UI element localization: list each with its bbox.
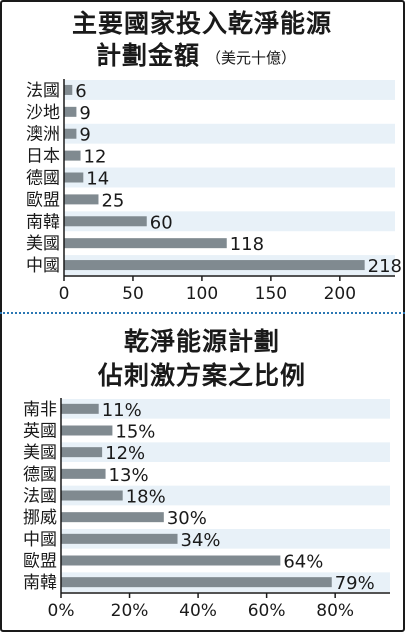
chart2-value-label: 30% xyxy=(167,508,207,529)
chart2-row-stripe xyxy=(61,485,390,506)
chart1-category-label: 南韓 xyxy=(26,212,60,232)
chart2-bar-南非 xyxy=(61,403,99,414)
chart1-category-label: 法國 xyxy=(26,81,60,101)
chart1-category-label: 歐盟 xyxy=(26,190,60,210)
chart2-x-tick-label: 20% xyxy=(111,601,149,621)
chart2-category-label: 中國 xyxy=(23,530,57,550)
chart2-value-label: 12% xyxy=(105,443,145,464)
chart1-value-label: 9 xyxy=(79,125,90,146)
chart1-bar-中國 xyxy=(64,260,365,271)
chart1-row-stripe xyxy=(64,167,395,188)
chart2-bar-美國 xyxy=(61,447,103,458)
chart1-category-label: 德國 xyxy=(26,169,60,189)
chart2-category-label: 南非 xyxy=(23,400,57,420)
chart1-value-label: 60 xyxy=(150,212,173,233)
chart2-title-line1: 乾淨能源計劃 xyxy=(124,327,280,356)
chart2-bar-法國 xyxy=(61,490,123,501)
chart2-value-label: 18% xyxy=(126,487,166,508)
chart2-plot: 南非 11% 英國 15% 美國 12% 德國 13% 法國 18% 挪威 30% 中國 34% 歐盟 64%… xyxy=(23,398,390,621)
chart2-category-label: 法國 xyxy=(23,487,57,507)
chart1-category-label: 美國 xyxy=(26,234,60,254)
chart2-value-label: 64% xyxy=(283,552,323,573)
chart1-category-label: 沙地 xyxy=(26,103,60,123)
chart1-category-label: 澳洲 xyxy=(26,125,60,145)
chart1-unit: （美元十億） xyxy=(206,49,296,67)
chart1-bar-歐盟 xyxy=(64,194,99,205)
chart1-value-label: 14 xyxy=(86,169,109,190)
chart2-bar-挪威 xyxy=(61,512,164,523)
chart2-category-label: 美國 xyxy=(23,443,57,463)
chart2-value-label: 11% xyxy=(102,400,142,421)
chart2-category-label: 歐盟 xyxy=(23,552,57,572)
chart1-row-stripe xyxy=(64,123,395,144)
chart2-category-label: 英國 xyxy=(23,422,57,442)
chart1-bar-德國 xyxy=(64,172,84,183)
chart1-bar-美國 xyxy=(64,238,227,249)
chart2-category-label: 南韓 xyxy=(23,573,57,593)
chart2-row-stripe xyxy=(61,442,390,462)
chart2-x-tick-label: 60% xyxy=(248,601,286,621)
chart2-title-line2: 佔刺激方案之比例 xyxy=(97,361,306,390)
chart2-x-tick-label: 40% xyxy=(179,601,217,621)
chart1-bar-沙地 xyxy=(64,106,77,117)
chart1-bar-澳洲 xyxy=(64,128,77,139)
chart1-x-tick-label: 50 xyxy=(122,284,144,304)
chart1-x-tick-label: 150 xyxy=(255,284,287,304)
chart1-x-tick-label: 0 xyxy=(59,284,70,304)
chart2-bar-南韓 xyxy=(61,577,332,588)
chart2-bar-英國 xyxy=(61,425,113,436)
chart1-bar-日本 xyxy=(64,150,81,161)
chart1-value-label: 118 xyxy=(230,234,264,255)
chart1-x-tick-label: 100 xyxy=(186,284,218,304)
chart1-row-stripe xyxy=(64,80,395,100)
chart1-value-label: 6 xyxy=(75,81,86,102)
chart1-title-line1: 主要國家投入乾淨能源 xyxy=(72,9,332,38)
chart1-plot: 法國 6 沙地 9 澳洲 9 日本 12 德國 14 歐盟 25 南韓 60 美國 118 中國 218 0 50 10… xyxy=(26,79,402,304)
chart2-row-stripe xyxy=(61,399,390,419)
chart2-x-tick-label: 80% xyxy=(316,601,354,621)
section-divider xyxy=(0,312,405,314)
chart1-category-label: 日本 xyxy=(26,147,60,167)
chart2-value-label: 34% xyxy=(181,530,221,551)
chart1-category-label: 中國 xyxy=(26,256,60,276)
chart1-value-label: 218 xyxy=(368,256,402,277)
chart2-value-label: 79% xyxy=(335,573,375,594)
chart2-x-tick-label: 0% xyxy=(48,601,75,621)
chart2-value-label: 13% xyxy=(109,465,149,486)
chart2-category-label: 挪威 xyxy=(23,508,57,528)
chart1-value-label: 25 xyxy=(101,190,124,211)
chart1-value-label: 9 xyxy=(79,103,90,124)
chart2-value-label: 15% xyxy=(115,422,155,443)
chart1-bar-南韓 xyxy=(64,216,147,227)
chart1-value-label: 12 xyxy=(84,147,107,168)
chart2-category-label: 德國 xyxy=(23,465,57,485)
chart2-bar-中國 xyxy=(61,533,178,544)
chart1-x-tick-label: 200 xyxy=(324,284,356,304)
chart2-bar-德國 xyxy=(61,468,106,479)
chart2-bar-歐盟 xyxy=(61,555,281,566)
chart1-bar-法國 xyxy=(64,84,73,95)
chart1-title-line2: 計劃金額 xyxy=(96,41,200,70)
